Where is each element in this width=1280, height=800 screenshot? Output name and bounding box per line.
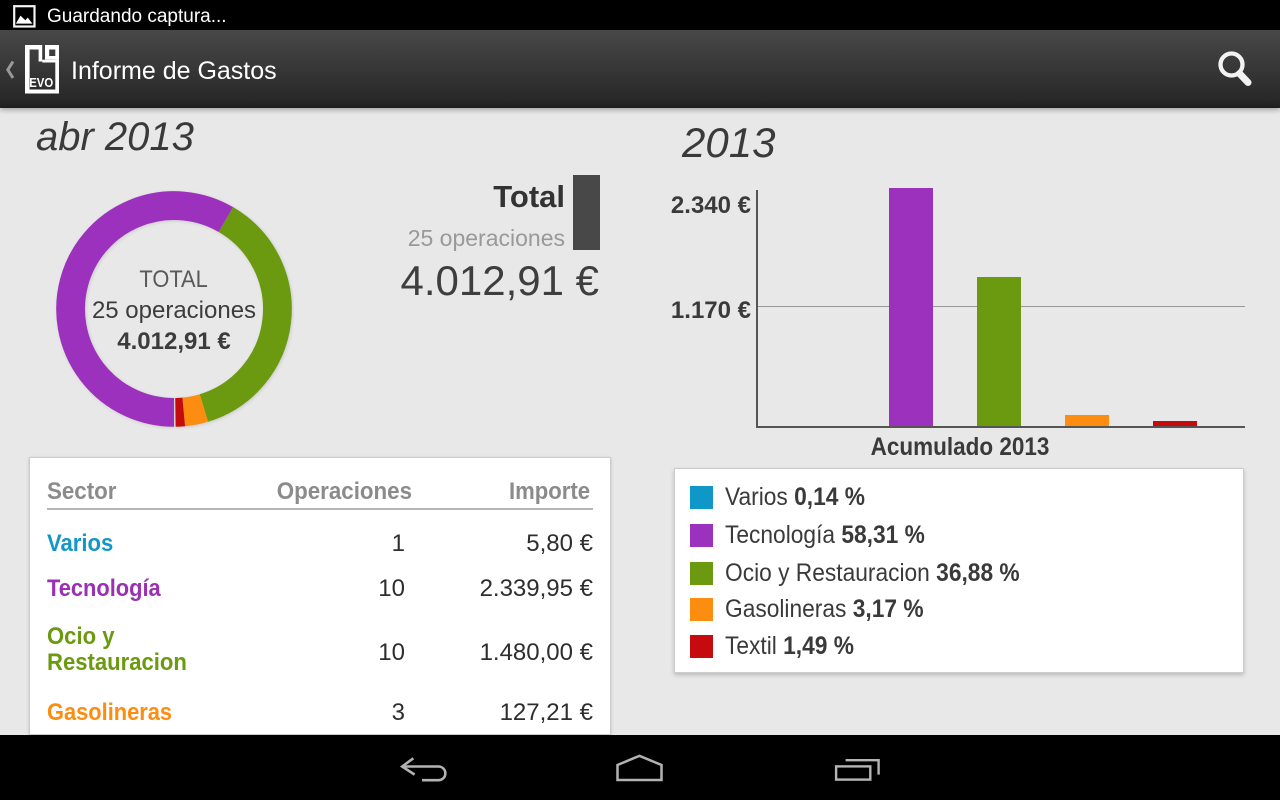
svg-text:EVO: EVO (29, 75, 53, 90)
